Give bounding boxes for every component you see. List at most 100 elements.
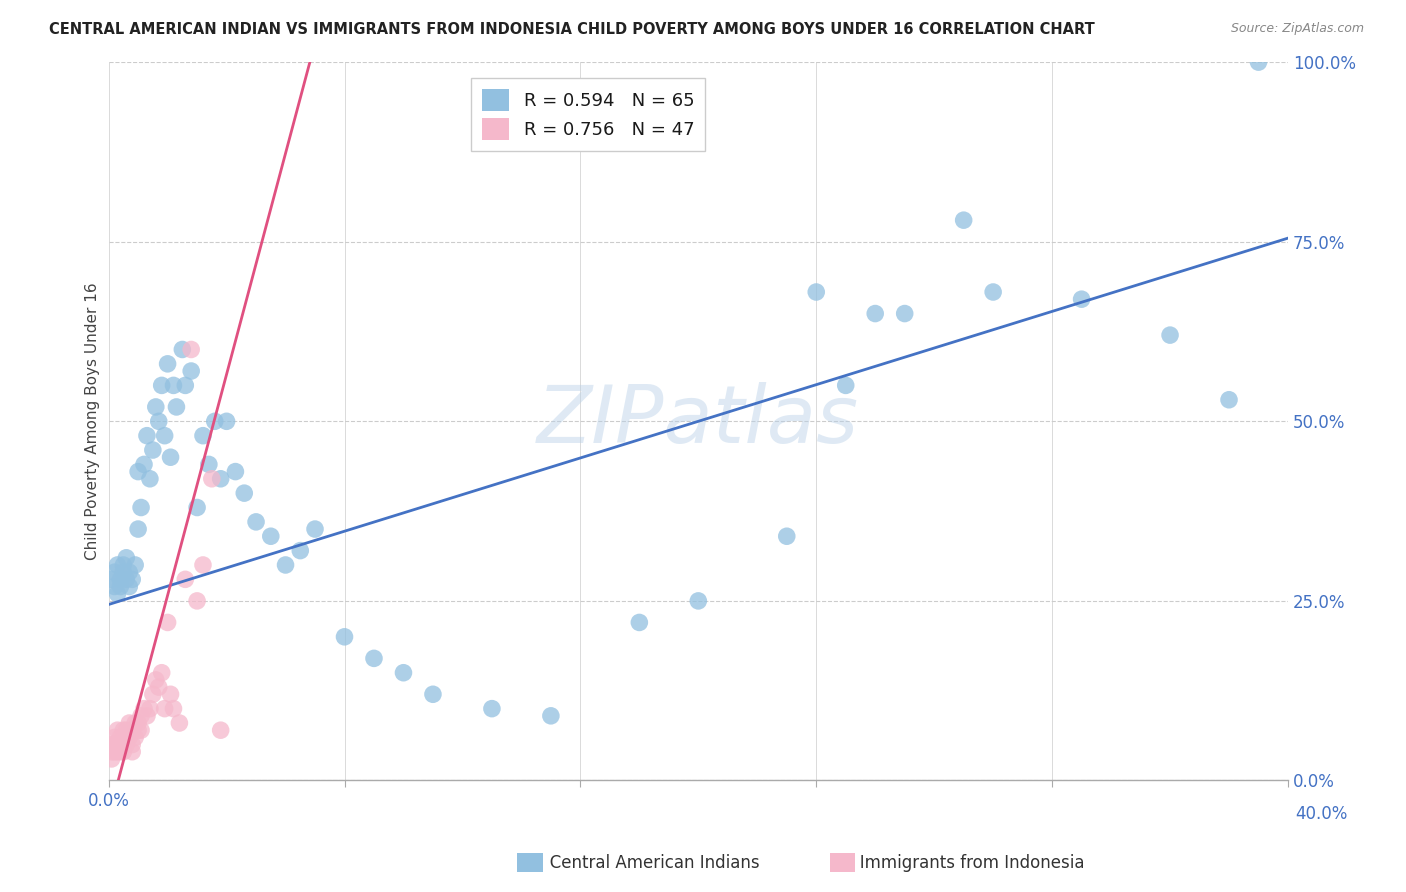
Point [110,745,132,759]
Point [115,572,138,586]
Point [159,450,181,465]
Point [145,673,167,687]
Point [110,572,132,586]
Point [172,343,194,357]
Point [145,400,167,414]
Point [118,716,141,731]
Point [863,307,886,321]
Point [103,565,125,579]
Point [688,594,710,608]
Point [127,716,149,731]
Point [115,731,138,745]
Point [127,522,149,536]
Point [129,723,152,738]
Point [806,285,828,299]
Point [136,428,159,442]
Point [100,572,122,586]
Point [112,558,135,572]
Point [129,708,152,723]
Point [540,708,562,723]
Point [162,701,184,715]
Point [260,529,283,543]
Point [481,701,503,715]
Point [156,357,179,371]
Text: Immigrants from Indonesia: Immigrants from Indonesia [844,855,1084,872]
Point [150,665,173,680]
Point [107,738,129,752]
Point [233,486,256,500]
Point [132,458,155,472]
Point [112,723,135,738]
Text: CENTRAL AMERICAN INDIAN VS IMMIGRANTS FROM INDONESIA CHILD POVERTY AMONG BOYS UN: CENTRAL AMERICAN INDIAN VS IMMIGRANTS FR… [49,22,1095,37]
Point [139,701,162,715]
Point [628,615,651,630]
Point [121,572,143,586]
Point [100,745,122,759]
Point [118,565,141,579]
Point [153,428,176,442]
Point [103,745,125,759]
Point [100,752,122,766]
Point [209,723,232,738]
Point [224,465,246,479]
Point [118,731,141,745]
Point [1218,392,1240,407]
Point [952,213,974,227]
Point [121,745,143,759]
Point [169,716,191,731]
Point [156,615,179,630]
Point [245,515,267,529]
Point [180,343,202,357]
Legend: R = 0.594   N = 65, R = 0.756   N = 47: R = 0.594 N = 65, R = 0.756 N = 47 [471,78,706,152]
Point [1159,328,1181,343]
Point [204,414,226,428]
Point [363,651,385,665]
Point [148,680,170,694]
Point [127,465,149,479]
Point [893,307,915,321]
Point [191,428,214,442]
Point [110,731,132,745]
Point [333,630,356,644]
Point [121,723,143,738]
Point [186,594,208,608]
Point [153,701,176,715]
Point [159,687,181,701]
Point [139,472,162,486]
Text: 40.0%: 40.0% [1295,805,1347,823]
Point [274,558,297,572]
Point [191,558,214,572]
Point [100,738,122,752]
Point [107,558,129,572]
Point [165,400,187,414]
Point [136,708,159,723]
Point [127,723,149,738]
Point [118,580,141,594]
Point [290,543,312,558]
Point [776,529,799,543]
Point [110,580,132,594]
Point [107,745,129,759]
Point [392,665,415,680]
Point [422,687,444,701]
Point [115,550,138,565]
Point [121,738,143,752]
Point [148,414,170,428]
Point [304,522,326,536]
Point [124,731,146,745]
Text: ZIPatlas: ZIPatlas [537,383,859,460]
Point [174,378,197,392]
Point [115,738,138,752]
Point [162,378,184,392]
Point [112,738,135,752]
Point [129,500,152,515]
Point [150,378,173,392]
Point [103,731,125,745]
Point [107,723,129,738]
Point [124,558,146,572]
Point [981,285,1004,299]
Point [107,587,129,601]
Point [174,572,197,586]
Point [142,687,165,701]
Point [110,738,132,752]
